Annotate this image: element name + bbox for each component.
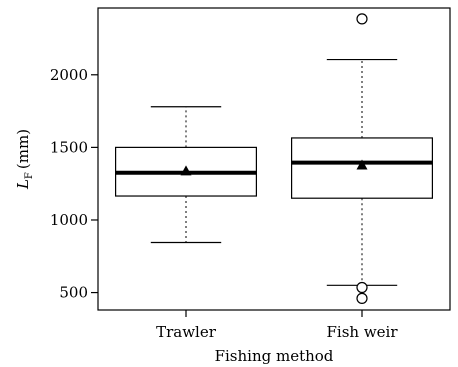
outlier-point [356,281,368,294]
y-axis-title-subscript: F [24,172,35,179]
plot-frame [97,7,451,311]
y-axis-title: LF (mm) [14,129,35,190]
box-group [114,106,258,244]
mean-marker [180,165,192,176]
y-tick-label: 1500 [50,138,88,156]
x-axis: Trawler Fish weir [156,310,398,341]
y-tick-label: 500 [59,284,88,302]
boxes-layer [114,13,434,304]
y-tick-label: 2000 [50,66,88,84]
mean-marker [356,159,368,170]
y-tick-label: 1000 [50,211,88,229]
outlier-point [356,292,368,304]
x-axis-title: Fishing method [215,347,334,365]
outlier-point [356,13,368,25]
box-group [291,13,434,304]
y-axis-title-unit: (mm) [14,129,32,169]
y-axis-title-symbol: L [14,179,32,190]
x-tick-label: Trawler [156,323,217,341]
y-axis: 500 1000 1500 2000 [50,66,98,302]
x-tick-label: Fish weir [326,323,398,341]
